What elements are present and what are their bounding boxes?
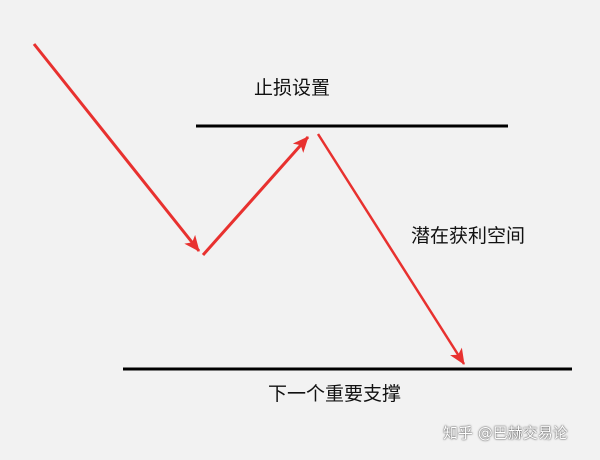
downtrend-arrow [32,43,201,252]
profit-drop-arrow [316,133,466,365]
bounce-arrow [201,136,310,256]
support-label: 下一个重要支撑 [268,383,402,405]
profit-space-label: 潜在获利空间 [411,225,526,247]
stop-loss-label: 止损设置 [254,77,331,99]
watermark-text: 知乎 @巴赫交易论 [443,424,568,442]
